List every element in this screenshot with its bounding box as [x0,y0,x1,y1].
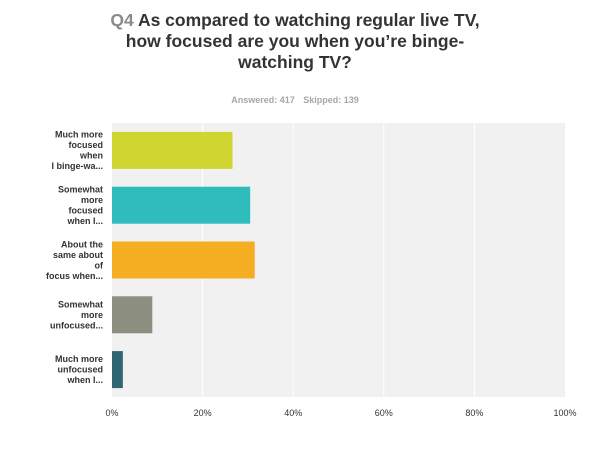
bar [112,131,233,169]
answered-count: Answered: 417 [231,95,295,105]
category-label: when [79,151,103,161]
category-label: focused [68,140,103,150]
category-label: unfocused [57,365,103,375]
category-label: Much more [55,354,103,364]
category-label: Much more [55,130,103,140]
category-label: focused [68,205,103,215]
response-stats: Answered: 417 Skipped: 139 [95,95,495,105]
category-label: of [95,260,104,270]
x-tick-label: 60% [375,408,393,418]
category-label: more [81,195,103,205]
question-number: Q4 [110,10,134,30]
category-label: when I... [66,216,103,226]
x-tick-label: 100% [553,408,576,418]
category-label: I binge-wa... [51,161,103,171]
bar [112,241,255,279]
bars [112,131,255,389]
x-axis-ticks: 0% 20% 40% 60% 80% 100% [105,408,576,418]
bar [112,351,123,389]
category-label: Somewhat [58,184,103,194]
x-tick-label: 0% [105,408,118,418]
category-label: Somewhat [58,299,103,309]
question-text: As compared to watching regular live TV,… [125,10,480,72]
skipped-count: Skipped: 139 [303,95,359,105]
category-label: more [81,310,103,320]
category-label: unfocused... [50,320,103,330]
bar [112,186,251,224]
category-label: when I... [66,375,103,385]
grid-lines [202,123,475,397]
bar [112,296,153,334]
x-tick-label: 80% [465,408,483,418]
x-tick-label: 20% [194,408,212,418]
chart-title: Q4 As compared to watching regular live … [95,10,495,73]
category-label: same about [53,250,103,260]
x-tick-label: 40% [284,408,302,418]
category-label: focus when... [46,271,103,281]
category-label: About the [61,239,103,249]
